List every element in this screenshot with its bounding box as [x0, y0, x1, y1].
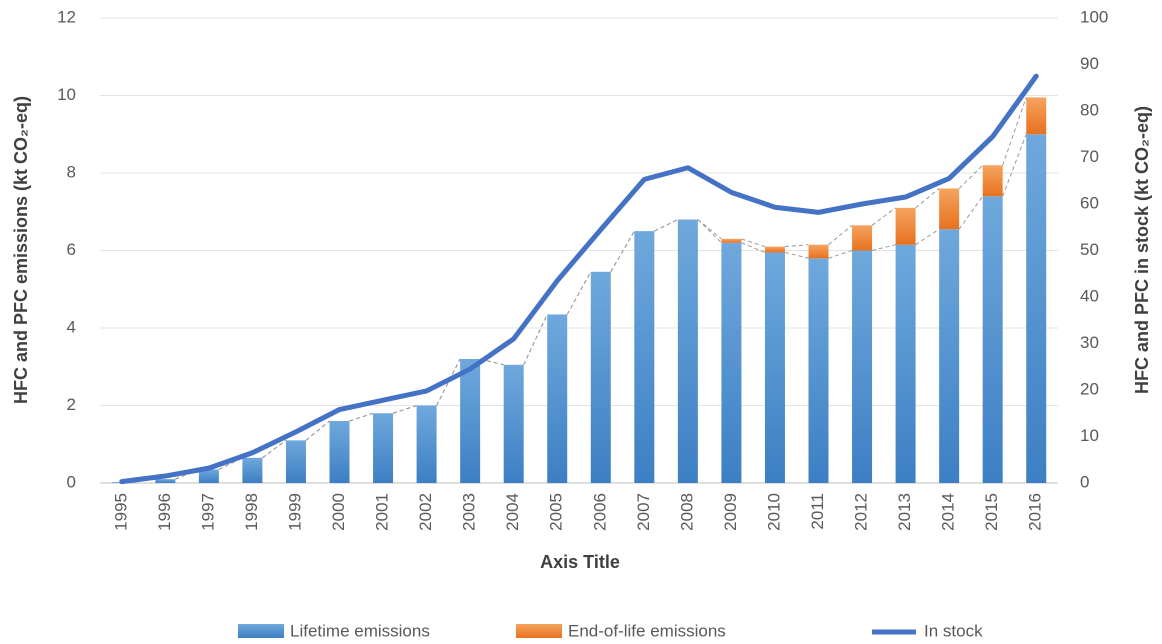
bar [764, 246, 785, 253]
x-tick-label: 2007 [634, 493, 653, 531]
x-tick-label: 2006 [590, 493, 609, 531]
bar [198, 469, 219, 483]
legend-swatch [238, 624, 284, 638]
x-tick-label: 2013 [895, 493, 914, 531]
bar [808, 258, 829, 483]
y2-tick-label: 90 [1080, 54, 1099, 73]
bar [721, 242, 742, 483]
y2-tick-label: 70 [1080, 147, 1099, 166]
bar [329, 421, 350, 483]
x-axis-title: Axis Title [540, 552, 620, 572]
bar [852, 225, 873, 251]
y-tick-label: 4 [67, 317, 76, 336]
bar [373, 413, 394, 483]
x-tick-label: 2004 [503, 493, 522, 531]
bar [764, 252, 785, 483]
legend-label: In stock [924, 621, 983, 640]
bar [155, 479, 176, 483]
bar [242, 457, 263, 483]
bar [416, 405, 437, 483]
y2-tick-label: 10 [1080, 426, 1099, 445]
x-tick-label: 1996 [155, 493, 174, 531]
y-tick-label: 0 [67, 472, 76, 491]
x-tick-label: 2008 [677, 493, 696, 531]
x-tick-label: 2015 [982, 493, 1001, 531]
x-tick-label: 2012 [852, 493, 871, 531]
x-tick-label: 2005 [547, 493, 566, 531]
x-tick-label: 2001 [373, 493, 392, 531]
bar [982, 165, 1003, 197]
bar [1026, 134, 1047, 483]
x-tick-label: 1999 [285, 493, 304, 531]
y-tick-label: 8 [67, 162, 76, 181]
y2-tick-label: 100 [1080, 7, 1108, 26]
x-tick-label: 2002 [416, 493, 435, 531]
x-tick-label: 2016 [1026, 493, 1045, 531]
bar [939, 188, 960, 230]
bar [677, 219, 698, 483]
x-tick-label: 1997 [198, 493, 217, 531]
legend-label: Lifetime emissions [290, 621, 430, 640]
legend-swatch [516, 624, 562, 638]
y-tick-label: 6 [67, 240, 76, 259]
y2-tick-label: 30 [1080, 333, 1099, 352]
bar [285, 440, 306, 483]
bar [634, 231, 655, 483]
bar [503, 364, 524, 483]
y2-tick-label: 0 [1080, 472, 1089, 491]
y2-tick-label: 40 [1080, 286, 1099, 305]
series-connector [131, 134, 1027, 483]
x-tick-label: 2009 [721, 493, 740, 531]
x-tick-label: 2000 [329, 493, 348, 531]
line [119, 73, 1039, 485]
x-tick-label: 2003 [460, 493, 479, 531]
x-tick-label: 2014 [939, 493, 958, 531]
bar [590, 271, 611, 483]
bar [982, 196, 1003, 483]
y-tick-label: 10 [57, 85, 76, 104]
bar [460, 359, 481, 483]
y-tick-label: 2 [67, 395, 76, 414]
x-tick-label: 2011 [808, 493, 827, 530]
bar [808, 244, 829, 259]
bar [547, 314, 568, 483]
y-tick-label: 12 [57, 7, 76, 26]
y2-tick-label: 80 [1080, 100, 1099, 119]
x-tick-label: 2010 [764, 493, 783, 531]
x-tick-label: 1995 [111, 493, 130, 531]
x-tick-label: 1998 [242, 493, 261, 531]
y-axis-title: HFC and PFC emissions (kt CO₂-eq) [11, 96, 31, 404]
bar [939, 229, 960, 483]
legend-label: End-of-life emissions [568, 621, 726, 640]
bar [721, 238, 742, 243]
y2-axis-title: HFC and PFC in stock (kt CO₂-eq) [1132, 106, 1152, 394]
y2-tick-label: 20 [1080, 379, 1099, 398]
y2-tick-label: 50 [1080, 240, 1099, 259]
bar [895, 244, 916, 483]
y2-tick-label: 60 [1080, 193, 1099, 212]
bar [1026, 97, 1047, 135]
series-connector [131, 97, 1027, 483]
bar [852, 250, 873, 483]
bar [895, 207, 916, 245]
